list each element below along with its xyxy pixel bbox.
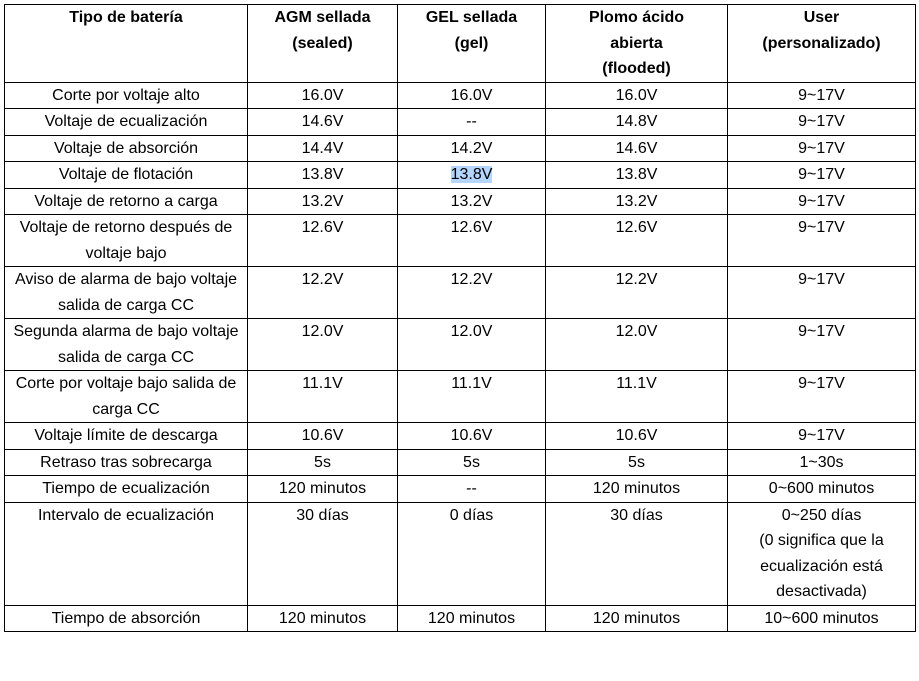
table-cell: 10.6V	[545, 422, 728, 450]
table-cell: 9~17V	[727, 422, 916, 450]
table-cell: 0~600 minutos	[727, 475, 916, 503]
table-row: Segunda alarma de bajo voltaje salida de…	[4, 318, 916, 371]
table-row: Aviso de alarma de bajo voltaje salida d…	[4, 266, 916, 319]
table-cell: 16.0V	[545, 81, 728, 109]
selected-text: 13.8V	[450, 166, 493, 183]
table-cell: 5s	[545, 448, 728, 476]
table-cell: 13.8V	[397, 161, 546, 189]
table-cell: 12.2V	[397, 266, 546, 319]
table-cell: 14.8V	[545, 108, 728, 136]
table-cell: 16.0V	[247, 81, 398, 109]
table-cell: 14.6V	[545, 134, 728, 162]
table-cell: 12.2V	[545, 266, 728, 319]
row-label: Voltaje de absorción	[4, 134, 248, 162]
table-cell: 13.2V	[545, 187, 728, 215]
row-label: Voltaje límite de descarga	[4, 422, 248, 450]
table-row: Intervalo de ecualización 30 días 0 días 30…	[4, 501, 916, 606]
table-cell: 12.2V	[247, 266, 398, 319]
table-row: Voltaje de absorción 14.4V 14.2V 14.6V 9~17V	[4, 134, 916, 162]
table-cell: 9~17V	[727, 214, 916, 267]
table-cell: 10~600 minutos	[727, 604, 916, 632]
row-label: Corte por voltaje alto	[4, 81, 248, 109]
row-label: Voltaje de retorno a carga	[4, 187, 248, 215]
table-cell: 12.0V	[397, 318, 546, 371]
table-row: Tiempo de ecualización 120 minutos -- 120 m…	[4, 475, 916, 503]
table-cell: 14.4V	[247, 134, 398, 162]
table-cell: 12.6V	[247, 214, 398, 267]
table-cell: 9~17V	[727, 318, 916, 371]
header-cell: GEL sellada (gel)	[397, 4, 546, 83]
row-label: Voltaje de retorno después de voltaje ba…	[4, 214, 248, 267]
table-cell: --	[397, 475, 546, 503]
table-row: Voltaje de ecualización 14.6V -- 14.8V 9~17V	[4, 108, 916, 136]
table-cell: 13.2V	[247, 187, 398, 215]
table-cell: 9~17V	[727, 81, 916, 109]
header-cell: Tipo de batería	[4, 4, 248, 83]
table-row: Corte por voltaje alto 16.0V 16.0V 16.0V 9~1…	[4, 81, 916, 109]
table-cell: 14.2V	[397, 134, 546, 162]
table-row: Tiempo de absorción 120 minutos 120 minuto…	[4, 604, 916, 632]
table-row: Voltaje de retorno después de voltaje ba…	[4, 214, 916, 267]
table-row: Corte por voltaje bajo salida de carga C…	[4, 370, 916, 423]
table-cell: 11.1V	[397, 370, 546, 423]
table-cell: 9~17V	[727, 134, 916, 162]
header-cell: Plomo ácido abierta (flooded)	[545, 4, 728, 83]
table-cell: 120 minutos	[247, 475, 398, 503]
table-cell: 13.2V	[397, 187, 546, 215]
table-cell: 30 días	[247, 501, 398, 606]
table-cell: 9~17V	[727, 370, 916, 423]
table-row: Retraso tras sobrecarga 5s 5s 5s 1~30s	[4, 448, 916, 476]
row-label: Retraso tras sobrecarga	[4, 448, 248, 476]
header-cell: User (personalizado)	[727, 4, 916, 83]
row-label: Tiempo de absorción	[4, 604, 248, 632]
table-cell: 10.6V	[397, 422, 546, 450]
table-cell: --	[397, 108, 546, 136]
table-cell: 30 días	[545, 501, 728, 606]
table-cell: 12.6V	[545, 214, 728, 267]
table-cell: 1~30s	[727, 448, 916, 476]
table-cell: 12.6V	[397, 214, 546, 267]
table-cell: 0 días	[397, 501, 546, 606]
table-cell: 120 minutos	[545, 475, 728, 503]
row-label: Voltaje de ecualización	[4, 108, 248, 136]
table-row: Voltaje límite de descarga 10.6V 10.6V 10.6…	[4, 422, 916, 450]
table-cell: 120 minutos	[247, 604, 398, 632]
header-cell: AGM sellada (sealed)	[247, 4, 398, 83]
table-cell: 5s	[247, 448, 398, 476]
row-label: Corte por voltaje bajo salida de carga C…	[4, 370, 248, 423]
table-cell: 9~17V	[727, 108, 916, 136]
table-cell: 16.0V	[397, 81, 546, 109]
battery-table: Tipo de batería AGM sellada (sealed) GEL s…	[4, 4, 916, 632]
table-cell: 12.0V	[545, 318, 728, 371]
table-cell: 13.8V	[247, 161, 398, 189]
row-label: Intervalo de ecualización	[4, 501, 248, 606]
table-row: Voltaje de flotación 13.8V 13.8V 13.8V 9~17V	[4, 161, 916, 189]
table-row: Voltaje de retorno a carga 13.2V 13.2V 13.2…	[4, 187, 916, 215]
header-row: Tipo de batería AGM sellada (sealed) GEL s…	[4, 4, 916, 83]
table-cell: 9~17V	[727, 187, 916, 215]
table-cell: 13.8V	[545, 161, 728, 189]
row-label: Aviso de alarma de bajo voltaje salida d…	[4, 266, 248, 319]
row-label: Segunda alarma de bajo voltaje salida de…	[4, 318, 248, 371]
table-cell: 14.6V	[247, 108, 398, 136]
row-label: Voltaje de flotación	[4, 161, 248, 189]
table-cell: 11.1V	[545, 370, 728, 423]
row-label: Tiempo de ecualización	[4, 475, 248, 503]
table-cell: 11.1V	[247, 370, 398, 423]
table-cell: 9~17V	[727, 266, 916, 319]
table-cell: 10.6V	[247, 422, 398, 450]
table-cell: 0~250 días (0 significa que la ecualizac…	[727, 501, 916, 606]
table-cell: 12.0V	[247, 318, 398, 371]
table-cell: 5s	[397, 448, 546, 476]
table-cell: 120 minutos	[397, 604, 546, 632]
table-cell: 9~17V	[727, 161, 916, 189]
table-cell: 120 minutos	[545, 604, 728, 632]
